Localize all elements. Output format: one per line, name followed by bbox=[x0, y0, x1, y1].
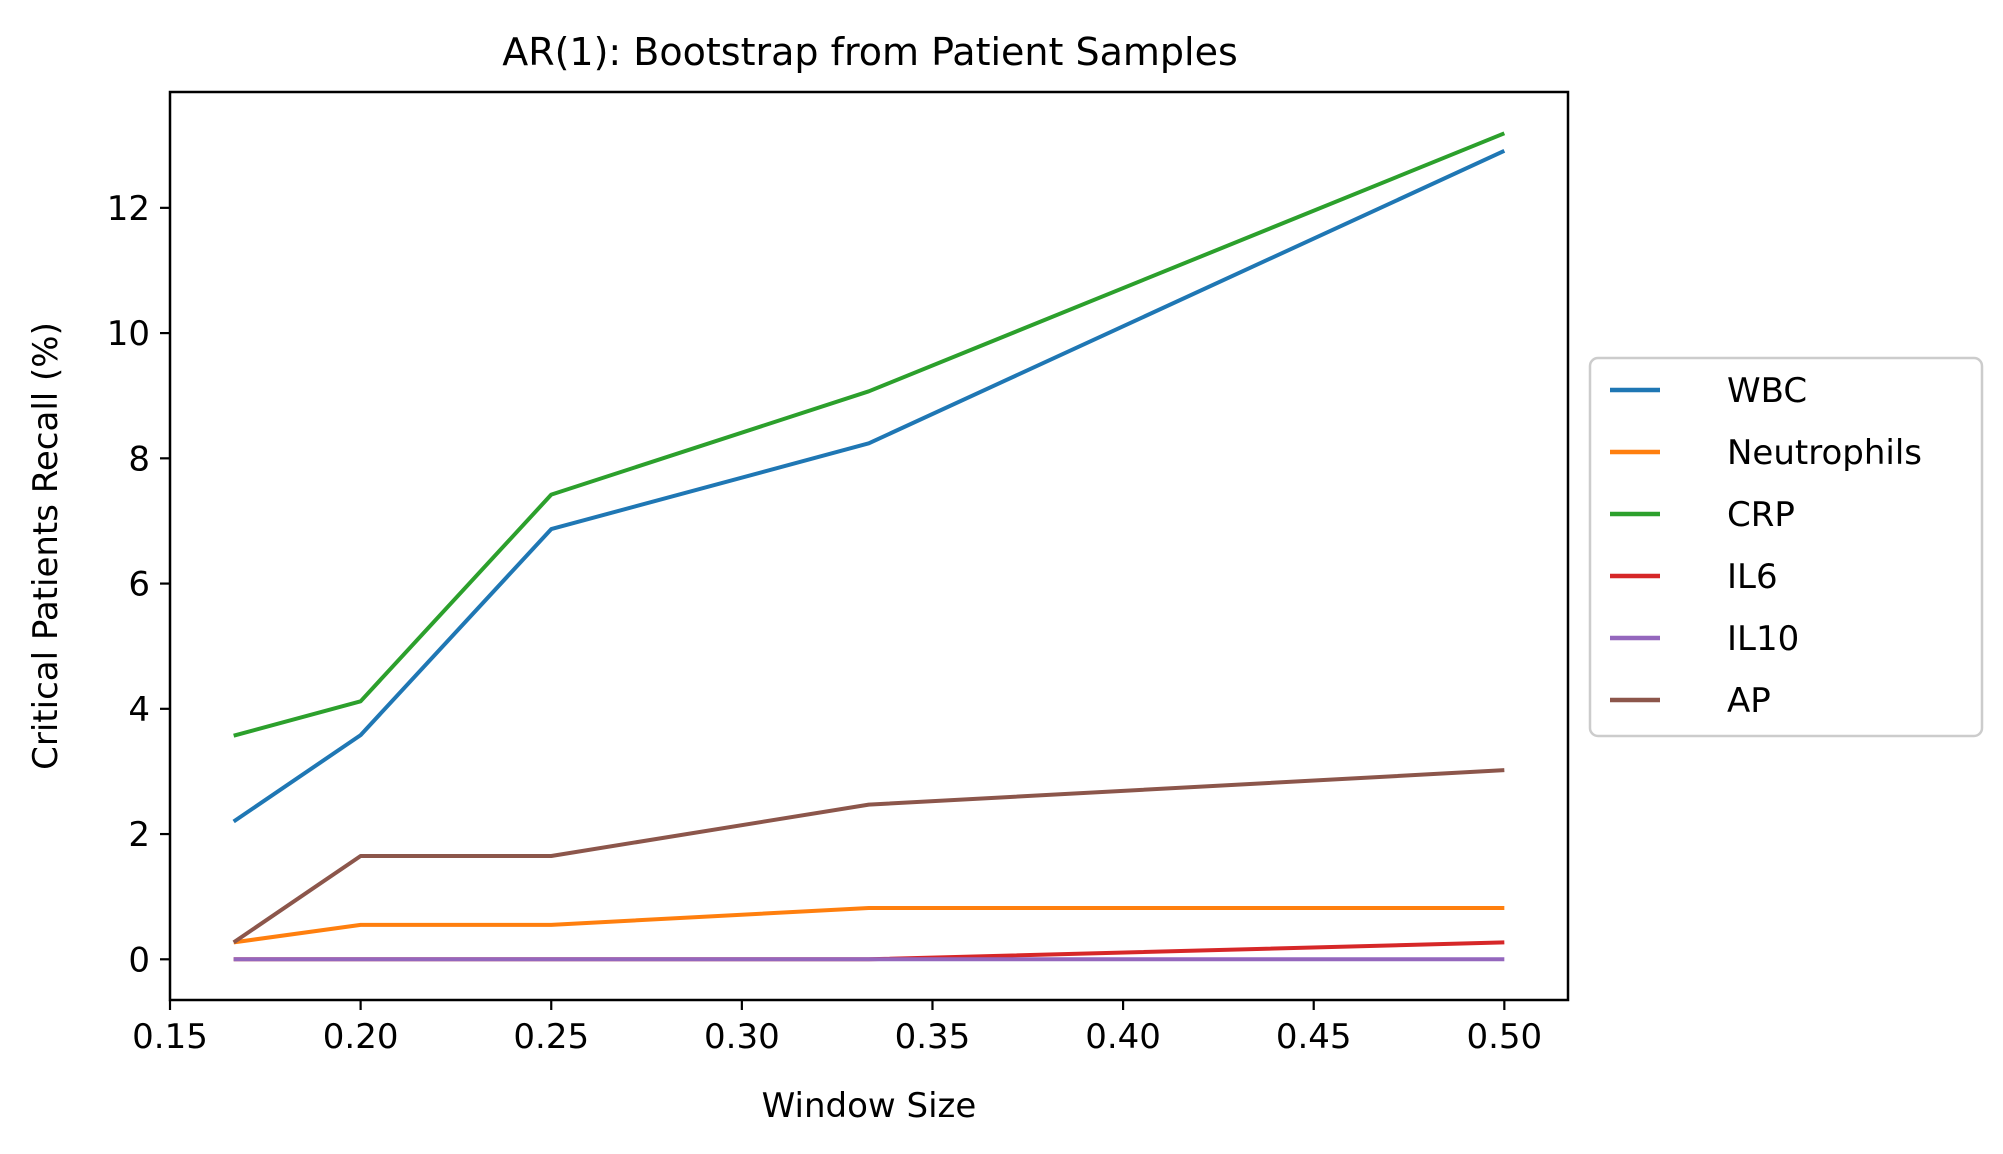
series-line-wbc bbox=[232, 149, 1506, 824]
legend-box bbox=[1588, 356, 1984, 738]
y-tick-label: 6 bbox=[128, 565, 150, 605]
series-line-ap bbox=[232, 768, 1505, 945]
y-tick-label: 12 bbox=[107, 189, 150, 229]
x-tick-label: 0.20 bbox=[323, 1017, 399, 1057]
y-tick-label: 8 bbox=[128, 439, 150, 479]
y-tick-label: 10 bbox=[107, 314, 150, 354]
legend-label-crp: CRP bbox=[1727, 495, 1795, 535]
plot-area: 0.15 0.20 0.25 0.30 0.35 0.40 0.45 0.50 0 2 4 6 8 10… bbox=[107, 90, 1570, 1057]
x-tick-label: 0.30 bbox=[704, 1017, 780, 1057]
x-tick-label: 0.40 bbox=[1085, 1017, 1161, 1057]
legend: WBC Neutrophils CRP IL6 IL10 AP bbox=[1588, 356, 1984, 738]
y-axis-ticks: 0 2 4 6 8 10 12 bbox=[107, 189, 170, 980]
x-tick-label: 0.15 bbox=[132, 1017, 208, 1057]
plot-frame bbox=[168, 90, 1570, 1002]
x-axis-ticks: 0.15 0.20 0.25 0.30 0.35 0.40 0.45 0.50 bbox=[132, 1000, 1542, 1057]
legend-label-neutrophils: Neutrophils bbox=[1727, 433, 1922, 473]
x-tick-label: 0.35 bbox=[895, 1017, 971, 1057]
legend-label-il10: IL10 bbox=[1727, 619, 1799, 659]
x-tick-label: 0.45 bbox=[1276, 1017, 1352, 1057]
y-tick-label: 2 bbox=[128, 815, 150, 855]
legend-label-ap: AP bbox=[1727, 681, 1771, 721]
series-line-il6 bbox=[233, 940, 1505, 962]
series-line-crp bbox=[233, 131, 1506, 738]
series-line-neutrophils bbox=[233, 905, 1505, 945]
legend-label-wbc: WBC bbox=[1727, 371, 1807, 411]
y-axis-label: Critical Patients Recall (%) bbox=[26, 322, 66, 770]
x-tick-label: 0.25 bbox=[513, 1017, 589, 1057]
x-tick-label: 0.50 bbox=[1466, 1017, 1542, 1057]
y-tick-label: 0 bbox=[128, 940, 150, 980]
x-axis-label: Window Size bbox=[762, 1086, 977, 1126]
legend-items: WBC Neutrophils CRP IL6 IL10 AP bbox=[1610, 371, 1922, 721]
chart-title: AR(1): Bootstrap from Patient Samples bbox=[502, 30, 1238, 74]
y-tick-label: 4 bbox=[128, 690, 150, 730]
legend-label-il6: IL6 bbox=[1727, 557, 1778, 597]
series-layer bbox=[232, 131, 1506, 962]
